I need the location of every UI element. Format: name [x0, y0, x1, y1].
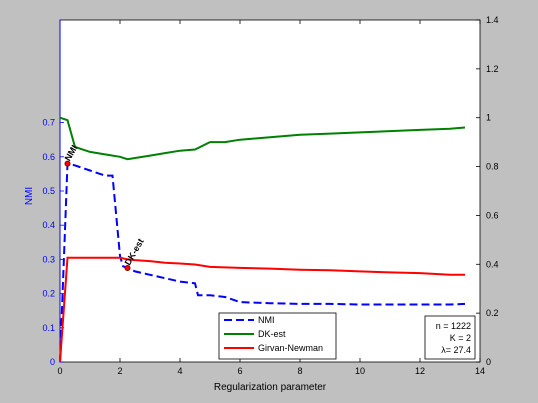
left-tick-label: 0.4 [42, 220, 55, 230]
right-tick-label: 0 [486, 357, 491, 367]
left-y-axis-label: NMI [24, 187, 35, 205]
info-box: n = 1222 K = 2 λ= 27.4 [424, 315, 476, 360]
right-tick-label: 1 [486, 113, 491, 123]
info-line: K = 2 [450, 333, 471, 343]
legend: NMI DK-est Girvan-Newman [218, 312, 337, 360]
right-tick-label: 0.8 [486, 162, 499, 172]
plot-area [59, 19, 481, 363]
right-tick-label: 0.4 [486, 259, 499, 269]
series-line-nmi [59, 162, 466, 363]
info-line: n = 1222 [436, 321, 471, 331]
left-tick-label: 0 [50, 357, 55, 367]
x-tick-label: 8 [297, 366, 302, 376]
right-tick-label: 1.2 [486, 64, 499, 74]
info-line: λ= 27.4 [441, 345, 471, 355]
right-y-axis: 0 0.2 0.4 0.6 0.8 1 1.2 1.4 [476, 15, 499, 367]
left-y-axis: 0 0.1 0.2 0.3 0.4 0.5 0.6 0.7 [42, 20, 64, 367]
left-tick-label: 0.2 [42, 289, 55, 299]
legend-label: NMI [258, 315, 275, 325]
right-tick-label: 0.6 [486, 210, 499, 220]
x-tick-label: 10 [355, 366, 365, 376]
left-tick-label: 0.3 [42, 254, 55, 264]
series-line-dk-est [59, 116, 466, 161]
series-lines [59, 116, 466, 363]
x-tick-label: 12 [415, 366, 425, 376]
info-box-frame [424, 315, 476, 360]
legend-label: DK-est [258, 329, 286, 339]
x-axis-label: Regularization parameter [214, 382, 327, 393]
x-tick-label: 14 [475, 366, 485, 376]
annotation-marker [64, 160, 71, 167]
x-tick-label: 2 [117, 366, 122, 376]
left-tick-label: 0.1 [42, 323, 55, 333]
x-tick-label: 6 [237, 366, 242, 376]
x-tick-label: 4 [177, 366, 182, 376]
left-tick-label: 0.5 [42, 186, 55, 196]
series-line-girvan-newman [59, 256, 465, 363]
right-tick-label: 1.4 [486, 15, 499, 25]
right-tick-label: 0.2 [486, 308, 499, 318]
left-tick-label: 0.6 [42, 152, 55, 162]
left-tick-label: 0.7 [42, 118, 55, 128]
x-tick-label: 0 [57, 366, 62, 376]
x-axis: 0 2 4 6 8 10 12 14 [57, 20, 485, 376]
annotation-marker [124, 264, 131, 271]
legend-label: Girvan-Newman [258, 343, 323, 353]
